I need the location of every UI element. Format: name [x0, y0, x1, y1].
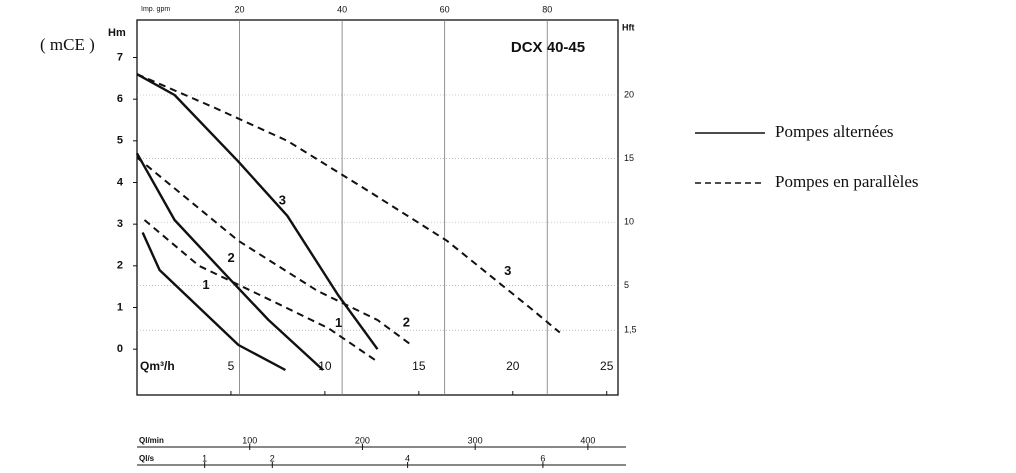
x-tick-label: 15: [412, 359, 426, 373]
bottom-tick-label: 300: [468, 435, 483, 445]
top-tick-label: 20: [235, 4, 245, 14]
top-axis-label: Imp. gpm: [141, 6, 170, 13]
x-axis-label: Qm³/h: [140, 359, 175, 373]
curve-label: 2: [227, 250, 234, 265]
y-tick-label: 1: [117, 301, 123, 313]
x-tick-label: 20: [506, 359, 520, 373]
bottom-tick-label: 100: [242, 435, 257, 445]
x-tick-label: 25: [600, 359, 614, 373]
top-tick-label: 80: [542, 4, 552, 14]
y2-tick-label: 10: [624, 216, 634, 226]
curve: [135, 152, 324, 371]
chart-title: DCX 40-45: [511, 39, 585, 56]
curve: [136, 73, 561, 334]
bottom-tick-label: 1: [202, 453, 207, 463]
y2-tick-label: 5: [624, 280, 629, 290]
y-tick-label: 2: [117, 260, 123, 272]
bottom-tick-label: 6: [540, 453, 545, 463]
y-tick-label: 6: [117, 93, 123, 105]
y-tick-label: 3: [117, 218, 123, 230]
top-tick-label: 60: [440, 4, 450, 14]
legend-label: Pompes en parallèles: [775, 172, 919, 191]
curve: [143, 219, 379, 363]
bottom-tick-label: 400: [580, 435, 595, 445]
y-tick-label: 7: [117, 51, 123, 63]
curve-label: 1: [202, 277, 209, 292]
y2-tick-label: 15: [624, 153, 634, 163]
bottom-tick-label: 2: [270, 453, 275, 463]
y2-axis-label: Hft: [622, 22, 635, 32]
plot-frame: [136, 19, 619, 396]
curve: [141, 232, 286, 372]
legend-label: Pompes alternées: [775, 122, 894, 141]
bottom-tick-label: 4: [405, 453, 410, 463]
y2-tick-label: 20: [624, 89, 634, 99]
curve-label: 1: [335, 315, 342, 330]
y-tick-label: 0: [117, 343, 123, 355]
y2-tick-label: 1,5: [624, 325, 637, 335]
curve-label: 2: [403, 314, 410, 329]
x-tick-label: 5: [228, 359, 235, 373]
curve-label: 3: [504, 263, 511, 278]
curve-label: 3: [279, 192, 286, 207]
top-tick-label: 40: [337, 4, 347, 14]
y-tick-label: 4: [117, 176, 124, 188]
y-axis-label: Hm: [108, 27, 126, 39]
bottom-axis-label: Ql/min: [139, 436, 164, 445]
y-tick-label: 5: [117, 135, 123, 147]
curve: [136, 156, 412, 346]
bottom-tick-label: 200: [355, 435, 370, 445]
unit-label: ( mCE ): [40, 35, 95, 54]
bottom-axis-label: Ql/s: [139, 454, 155, 463]
